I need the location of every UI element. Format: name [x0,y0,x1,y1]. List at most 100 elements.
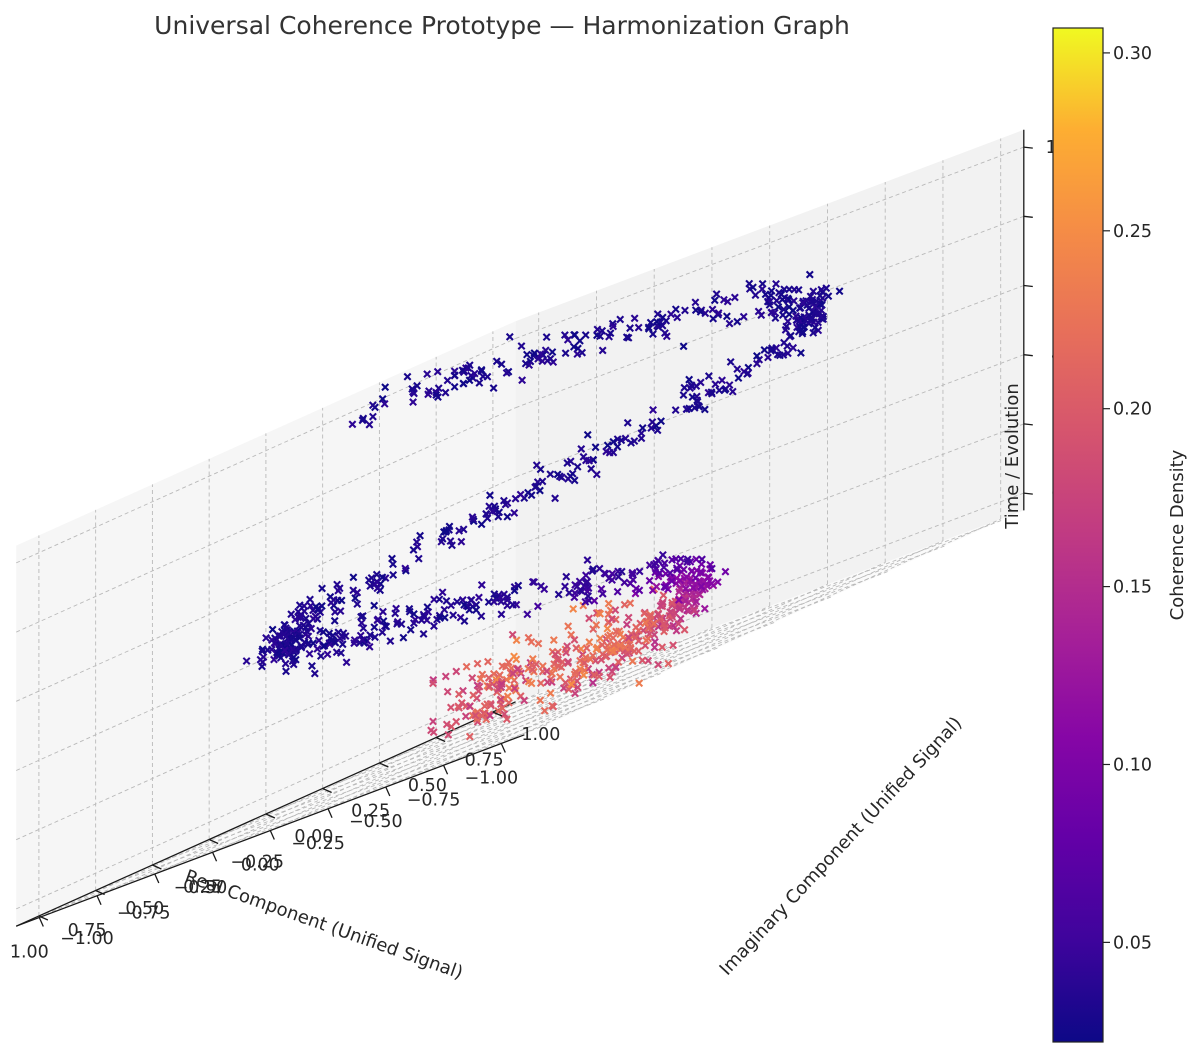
scatter-point [646,318,655,327]
scatter-point [745,279,754,288]
scatter-point [423,370,432,378]
scatter-point [511,494,520,503]
scatter-point [523,610,532,619]
scatter-point [591,443,600,452]
scatter-point [564,622,573,631]
z-tick-mark [1023,284,1033,288]
scatter-point [342,658,351,667]
scatter-point [413,381,422,390]
scatter-point [521,359,530,368]
scatter-point [603,624,612,633]
scatter-point [666,608,675,617]
scatter-point [334,586,343,595]
scatter-point [527,679,536,688]
scatter-point [295,601,304,610]
grid-side-z [16,407,516,633]
scatter-point [806,315,815,324]
scatter-point [423,603,432,611]
y-tick-label: −0.50 [174,878,228,898]
scatter-point [536,696,545,705]
scatter-point [613,587,622,596]
scatter-point [673,313,682,322]
scatter-point [513,665,522,674]
scatter-point [510,684,519,693]
scatter-point [707,564,716,573]
grid-lines [16,138,1024,918]
colorbar-gradient [1052,27,1104,1043]
scatter-point [371,633,379,642]
scatter-point [401,564,410,573]
scatter-point [581,653,590,662]
scatter-point [379,607,387,616]
scatter-point [436,614,444,623]
scatter-point [596,634,605,643]
colorbar-label: Coherence Density [1167,449,1188,620]
scatter-point [711,380,720,389]
scatter-point [366,582,375,590]
scatter-point [357,612,365,621]
y-tick-label: 1.00 [521,725,560,745]
scatter-point [620,600,629,609]
scatter-point [527,637,536,646]
scatter-point [403,372,412,381]
scatter-point [608,576,616,584]
scatter-point [700,604,709,613]
scatter-point [382,622,391,631]
scatter-point [610,640,619,649]
y-tick-label: −1.00 [60,929,114,949]
scatter-point [296,613,305,622]
scatter-point [649,405,658,414]
scatter-point [419,629,428,638]
scatter-point [630,314,639,323]
scatter-point [573,582,582,591]
scatter-point [313,644,322,653]
scatter-point [675,604,684,613]
scatter-point [280,646,289,655]
scatter-point [548,669,556,678]
scatter-point [373,584,382,593]
scatter-point [581,571,590,580]
scatter-point [555,472,564,481]
scatter-point [700,405,709,414]
scatter-point [592,470,601,479]
scatter-point [645,561,654,570]
scatter-point [786,331,795,340]
scatter-point [723,297,732,306]
scatter-point [477,367,486,376]
scatter-point [682,573,691,582]
scatter-point [503,692,512,701]
scatter-point [316,626,325,635]
scatter-point [583,577,592,586]
scatter-point [523,350,531,359]
scatter-point [554,590,563,599]
scatter-point [454,690,463,699]
scatter-point [579,601,588,610]
z-tick-mark [1023,492,1033,495]
x-tick-label: 0.25 [183,877,222,897]
z-tick-mark [1023,215,1033,218]
scatter-point [571,667,580,676]
x-tick-label: 1.00 [10,943,49,963]
scatter-point [443,687,452,696]
scatter-point [465,361,474,370]
scatter-point [564,685,573,694]
y-tick-label: −0.75 [117,904,171,924]
scatter-point [337,596,346,605]
scatter-point [679,342,688,351]
scatter-point [751,291,760,300]
y-tick-label: −0.25 [230,853,284,873]
scatter-point [268,625,277,634]
scatter-point [628,569,637,578]
y-tick-mark [38,915,49,921]
scatter-point [809,328,818,337]
x-tick-mark [211,851,218,862]
scatter-point [626,579,635,588]
scatter-point [399,633,408,642]
scatter-point [817,312,826,321]
scatter-point [439,527,448,536]
scatter-point [496,695,505,704]
scatter-point [546,689,555,698]
colorbar-tick-label: 0.25 [1113,222,1152,242]
scatter-point [304,632,313,641]
scatter-point [486,711,494,720]
